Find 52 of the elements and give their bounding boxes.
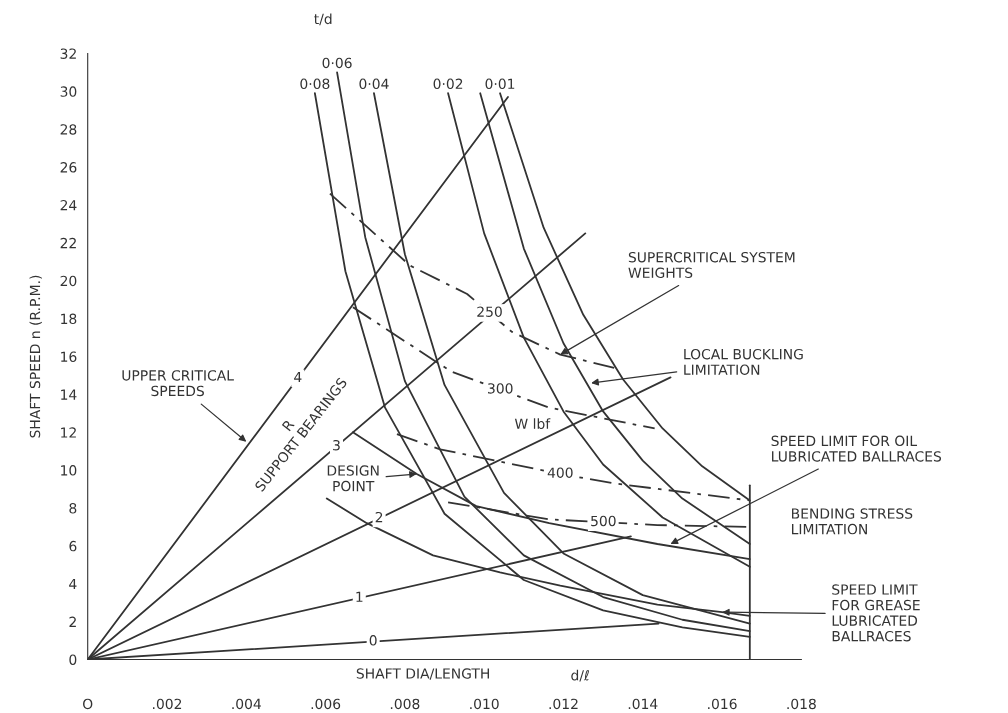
series-label: 0 [369, 635, 377, 646]
annotation: R [281, 418, 295, 432]
annotation: SPEED LIMIT FOR GREASE LUBRICATED BALLRACES [832, 584, 920, 642]
x-tick-label: .006 [311, 698, 341, 710]
series-label: 3 [333, 439, 340, 451]
y-tick-label: 6 [69, 540, 77, 552]
series-label: 0·08 [300, 78, 330, 90]
text: d/ℓ [571, 669, 589, 682]
x-tick-label: .002 [153, 698, 182, 710]
series-label: 0·01 [485, 78, 515, 90]
series-label: 1 [356, 591, 363, 602]
text: t/d [314, 13, 332, 26]
x-tick-label: .016 [708, 698, 737, 710]
x-tick-label: .012 [549, 698, 578, 710]
series-label: 2 [375, 511, 383, 523]
y-axis-title: SHAFT SPEED n (R.P.M.) [29, 275, 42, 438]
x-axis-title: SHAFT DIA/LENGTH [356, 668, 489, 680]
series-label: 250 [477, 306, 502, 317]
y-tick-label: 4 [69, 578, 77, 590]
annotation: SUPERCRITICAL SYSTEM WEIGHTS [628, 251, 795, 278]
series-label: 500 [591, 515, 616, 527]
y-tick-label: 14 [61, 389, 77, 400]
x-tick-label: .004 [232, 698, 261, 710]
y-tick-label: 32 [60, 48, 76, 59]
y-tick-label: 2 [69, 616, 76, 627]
series-label: 0·04 [359, 78, 389, 90]
y-tick-label: 22 [60, 237, 76, 249]
y-tick-label: 12 [61, 427, 76, 438]
annotation: SPEED LIMIT FOR OIL LUBRICATED BALLRACES [771, 435, 942, 462]
y-tick-label: 28 [60, 124, 77, 135]
y-tick-label: 0 [69, 654, 77, 665]
annotation: W lbf [514, 418, 551, 430]
annotation: LOCAL BUCKLING LIMITATION [684, 348, 803, 375]
x-tick-label: .008 [390, 698, 420, 710]
annotation: BENDING STRESS LIMITATION [792, 508, 913, 535]
x-tick-label: .010 [470, 698, 499, 710]
y-tick-label: 10 [61, 465, 77, 476]
y-tick-label: 8 [69, 502, 77, 514]
annotation: DESIGN POINT [327, 465, 379, 492]
annotation: UPPER CRITICAL SPEEDS [122, 370, 234, 397]
y-tick-label: 30 [60, 86, 77, 97]
series-label: 0·06 [322, 57, 352, 69]
y-tick-label: 20 [60, 275, 77, 287]
series-label: 0·02 [433, 78, 463, 90]
x-tick-label: .018 [787, 698, 816, 710]
series-label: 300 [488, 383, 513, 394]
x-tick-label: O [83, 698, 93, 710]
y-tick-label: 16 [61, 351, 77, 362]
y-tick-label: 24 [60, 199, 77, 211]
x-tick-label: .014 [628, 698, 658, 710]
y-tick-label: 26 [60, 162, 77, 173]
y-tick-label: 18 [61, 313, 77, 325]
